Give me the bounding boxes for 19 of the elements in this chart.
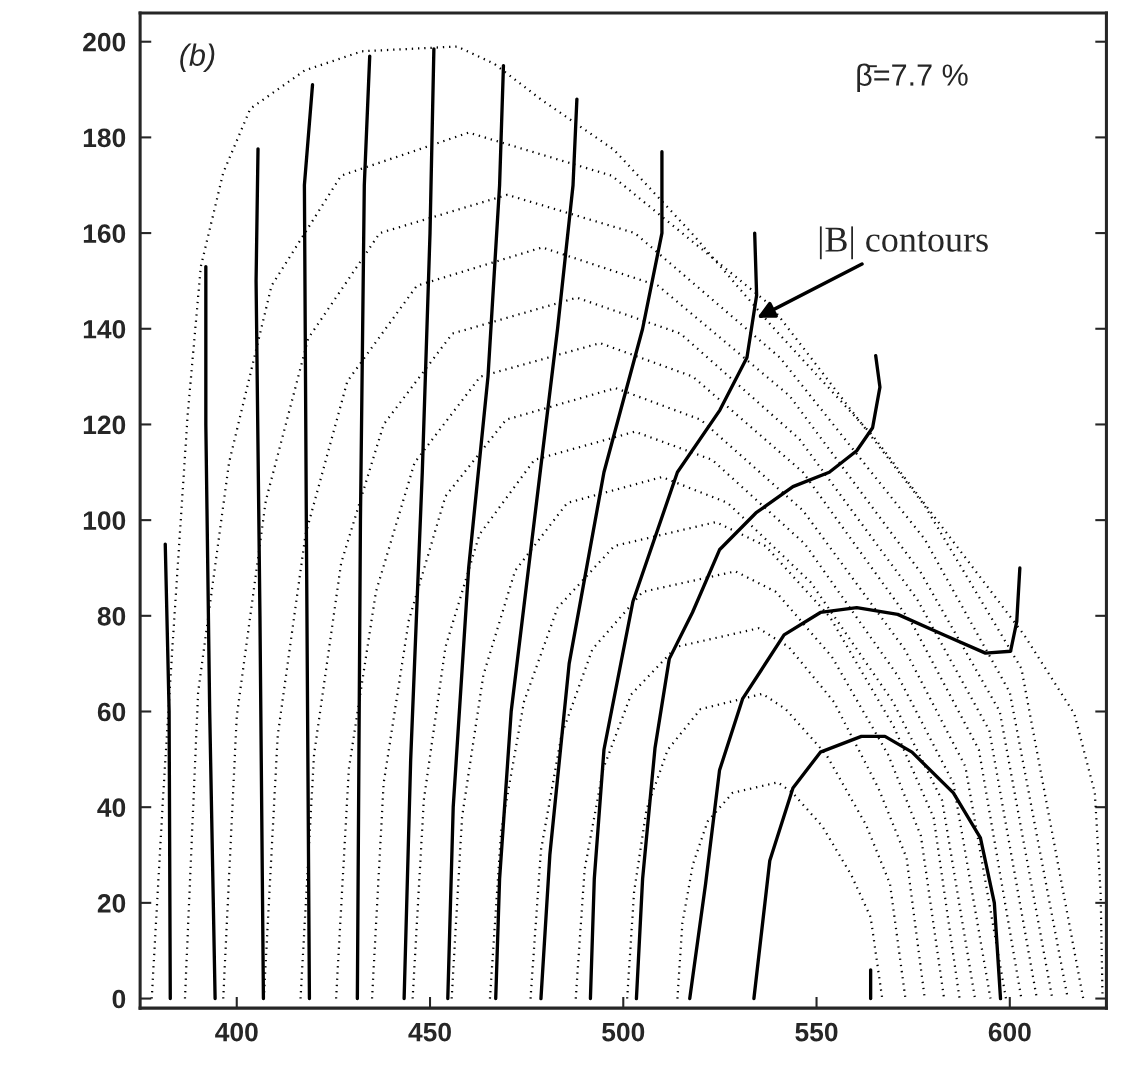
annotation: β̄=7.7 % (857, 63, 968, 92)
y-tick-label: 200 (83, 32, 126, 52)
x-tick-label: 400 (215, 1022, 258, 1042)
y-tick-label: 160 (83, 224, 126, 243)
y-tick-label: 120 (83, 415, 126, 435)
annotation: (b) (180, 43, 215, 73)
y-tick-label: 80 (97, 606, 126, 626)
annotation: |B| contours (819, 226, 988, 260)
y-tick-label: 40 (97, 798, 126, 818)
y-tick-label: 140 (83, 319, 126, 339)
x-tick-label: 450 (408, 1022, 451, 1042)
y-tick-label: 100 (83, 511, 126, 530)
y-tick-label: 180 (83, 128, 126, 148)
y-tick-label: 0 (112, 989, 126, 1009)
x-tick-label: 500 (602, 1022, 645, 1042)
y-tick-label: 20 (97, 894, 126, 913)
x-tick-label: 600 (988, 1022, 1031, 1042)
x-tick-label: 550 (795, 1022, 838, 1042)
y-tick-label: 60 (97, 702, 126, 722)
